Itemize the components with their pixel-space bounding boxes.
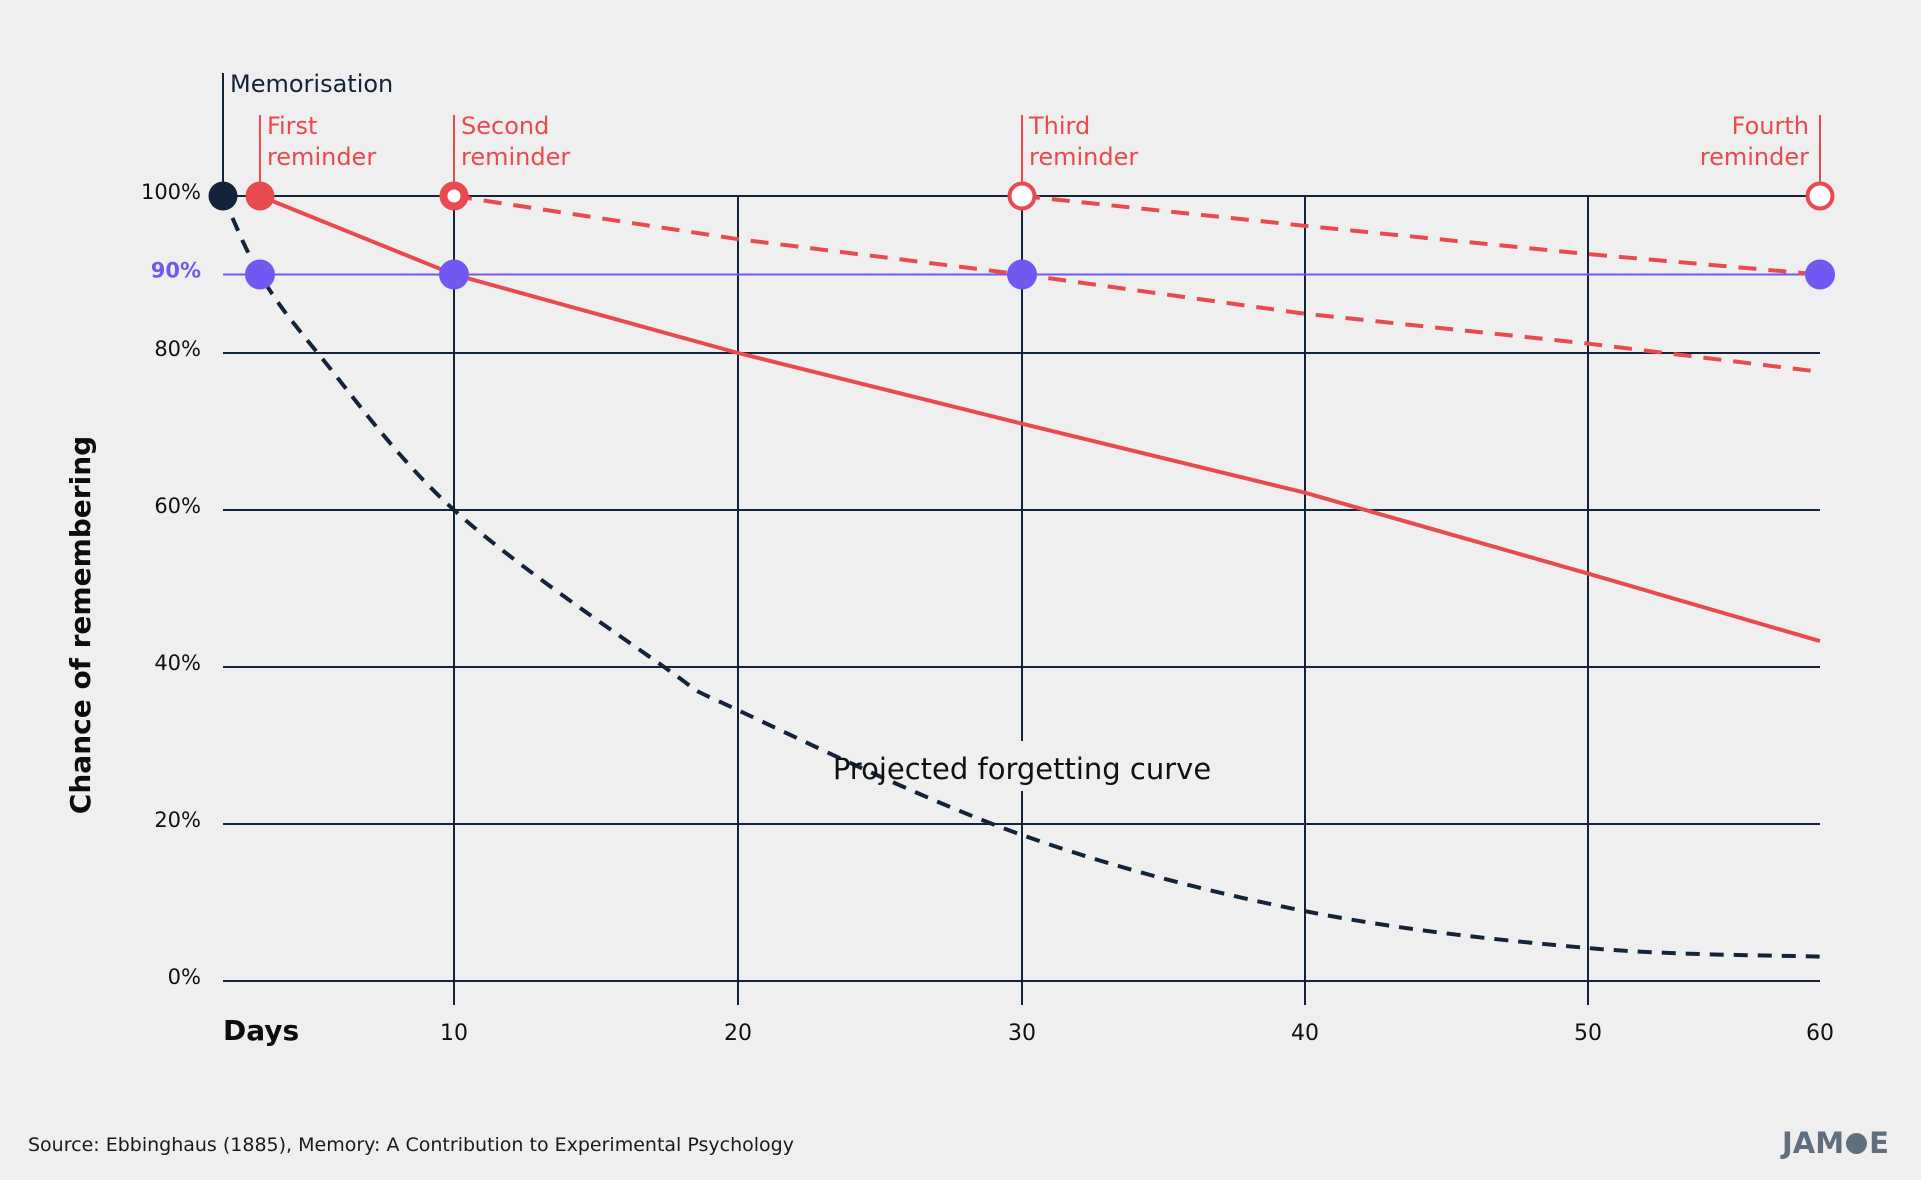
forgetting-curve-annotation: Projected forgetting curve — [833, 752, 1211, 786]
threshold-point-1 — [439, 259, 469, 290]
y-tick-label-40: 40% — [154, 651, 201, 675]
reminder-marker-4 — [1805, 181, 1835, 211]
labels: Days Chance of remembering Projected for… — [64, 70, 1834, 1047]
reminder-marker-3 — [1007, 181, 1037, 211]
source-citation: Source: Ebbinghaus (1885), Memory: A Con… — [28, 1134, 794, 1156]
y-tick-label-60: 60% — [154, 494, 201, 518]
logo-dot-icon — [1846, 1133, 1868, 1154]
threshold-point-3 — [1805, 259, 1835, 290]
event-label-1-line1: First — [267, 112, 318, 140]
x-tick-label-30: 30 — [1008, 1021, 1036, 1046]
event-label-1-line2: reminder — [267, 143, 376, 171]
x-tick-label-60: 60 — [1806, 1021, 1834, 1046]
threshold-point-2 — [1007, 259, 1037, 290]
series-line-2 — [259, 194, 1821, 644]
brand-logo: JAM E — [1782, 1126, 1889, 1160]
memorisation-marker — [208, 181, 238, 211]
y-tick-label-80: 80% — [154, 337, 201, 361]
event-label-2-line1: Second — [461, 112, 549, 140]
event-label-3-line1: Third — [1028, 112, 1090, 140]
y-axis-label: Chance of remembering — [64, 436, 97, 814]
y-tick-label-20: 20% — [154, 808, 201, 832]
y-tick-label-0: 0% — [168, 965, 201, 989]
x-tick-label-10: 10 — [440, 1021, 468, 1046]
x-axis-label: Days — [223, 1014, 299, 1047]
series-line-4 — [1021, 194, 1821, 277]
event-markers — [208, 73, 1835, 290]
event-label-memorisation: Memorisation — [230, 70, 393, 98]
x-tick-label-50: 50 — [1574, 1021, 1602, 1046]
reminder-marker-2 — [439, 181, 469, 211]
logo-text-start: JAM — [1782, 1126, 1845, 1160]
logo-text-end: E — [1869, 1126, 1889, 1160]
series-line-3 — [453, 194, 1821, 374]
event-label-3-line2: reminder — [1029, 143, 1138, 171]
event-label-4-line2: reminder — [1700, 143, 1809, 171]
x-tick-label-20: 20 — [724, 1021, 752, 1046]
x-tick-label-40: 40 — [1291, 1021, 1319, 1046]
threshold-point-0 — [244, 259, 275, 290]
event-label-4-line1: Fourth — [1732, 112, 1809, 140]
event-label-2-line2: reminder — [461, 143, 570, 171]
y-tick-label-100: 100% — [141, 180, 201, 204]
reminder-marker-1 — [245, 181, 275, 211]
grid — [223, 195, 1820, 1005]
y-tick-label-90: 90% — [151, 259, 201, 283]
